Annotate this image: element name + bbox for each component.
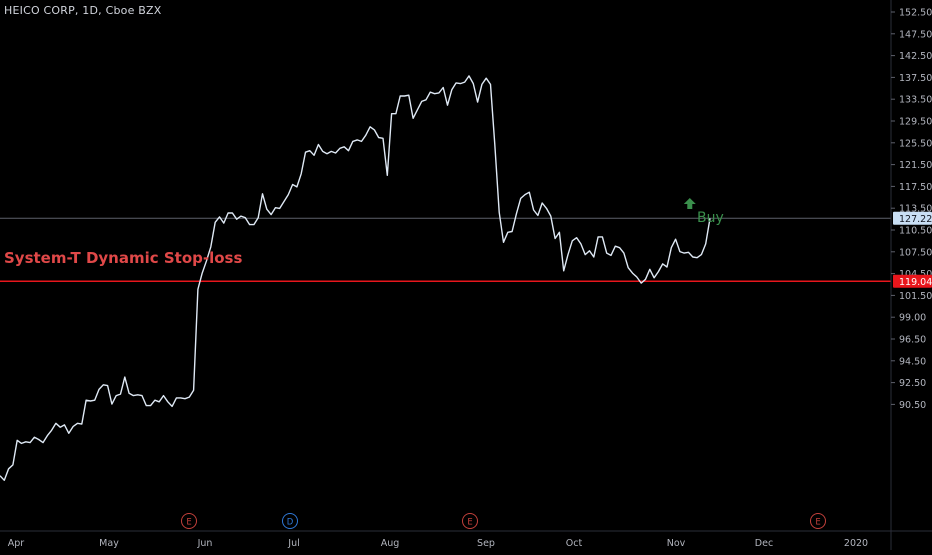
price-series-line — [0, 75, 711, 481]
x-tick-label: Sep — [477, 538, 495, 549]
y-tick-label: 94.50 — [899, 356, 926, 367]
y-tick-label: 129.50 — [899, 117, 932, 128]
event-marker-label: E — [815, 518, 820, 528]
event-marker-circle — [462, 513, 478, 529]
x-tick-label: Nov — [667, 538, 686, 549]
y-tick-label: 99.00 — [899, 313, 926, 324]
y-tick-label: 137.50 — [899, 73, 932, 84]
y-tick-label: 125.50 — [899, 138, 932, 149]
y-tick-label: 107.50 — [899, 247, 932, 258]
x-tick-label: Dec — [755, 538, 773, 549]
y-tick-label: 96.50 — [899, 335, 926, 346]
event-marker-earnings[interactable]: E — [810, 513, 826, 529]
event-marker-circle — [810, 513, 826, 529]
up-arrow-icon — [683, 198, 696, 209]
x-tick-label: 2020 — [844, 538, 868, 549]
stop-loss-value: 119.04 — [899, 277, 932, 288]
y-tick-label: 133.50 — [899, 95, 932, 106]
y-tick-label: 121.50 — [899, 160, 932, 171]
event-marker-earnings[interactable]: E — [462, 513, 478, 529]
x-tick-label: Oct — [566, 538, 583, 549]
event-marker-circle — [282, 513, 298, 529]
event-marker-label: E — [467, 518, 472, 528]
event-marker-dividend[interactable]: D — [282, 513, 298, 529]
y-tick-label: 92.50 — [899, 378, 926, 389]
x-tick-label: Jun — [197, 538, 213, 549]
y-tick-label: 104.50 — [899, 269, 932, 280]
y-tick-label: 101.50 — [899, 291, 932, 302]
event-marker-label: E — [186, 518, 191, 528]
last-price-badge — [893, 211, 932, 225]
event-marker-label: D — [287, 518, 294, 528]
y-tick-label: 110.50 — [899, 226, 932, 237]
stop-loss-badge — [893, 274, 932, 288]
buy-label: Buy — [697, 210, 724, 226]
event-marker-circle — [181, 513, 197, 529]
y-tick-label: 90.50 — [899, 400, 926, 411]
chart-title: HEICO CORP, 1D, Cboe BZX — [4, 4, 162, 17]
x-tick-label: Aug — [381, 538, 400, 549]
x-tick-label: May — [99, 538, 119, 549]
event-marker-earnings[interactable]: E — [181, 513, 197, 529]
last-price-value: 127.22 — [899, 214, 932, 225]
x-tick-label: Jul — [287, 538, 299, 549]
y-tick-label: 113.50 — [899, 204, 932, 215]
y-tick-label: 142.50 — [899, 51, 932, 62]
x-tick-label: Apr — [8, 538, 25, 549]
y-tick-label: 147.50 — [899, 29, 932, 40]
stoploss-label: System-T Dynamic Stop-loss — [4, 249, 243, 267]
y-tick-label: 117.50 — [899, 182, 932, 193]
y-tick-label: 152.50 — [899, 8, 932, 19]
